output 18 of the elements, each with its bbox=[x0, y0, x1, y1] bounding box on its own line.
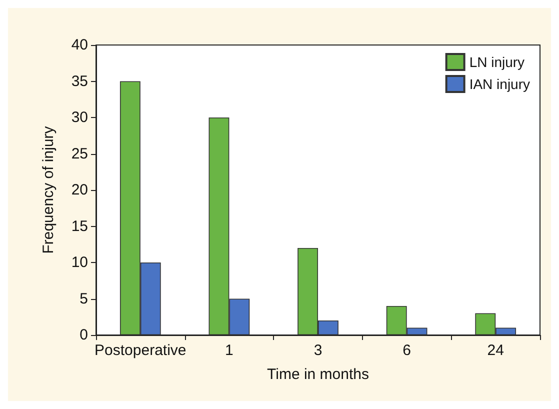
y-tick-label: 0 bbox=[80, 326, 88, 344]
y-tick-label: 15 bbox=[71, 218, 88, 235]
y-tick-label: 20 bbox=[71, 182, 88, 198]
y-axis-title: Frequency of injury bbox=[40, 126, 57, 254]
x-tick-label: 3 bbox=[314, 342, 322, 359]
x-tick-label: 6 bbox=[402, 342, 411, 359]
x-tick-label: Postoperative bbox=[94, 342, 186, 359]
y-tick-label: 30 bbox=[71, 109, 88, 126]
y-tick-label: 25 bbox=[71, 145, 88, 162]
x-axis-title: Time in months bbox=[267, 366, 369, 383]
x-tick-label: 24 bbox=[487, 342, 504, 359]
y-tick-label: 35 bbox=[71, 72, 88, 90]
y-tick-label: 40 bbox=[71, 36, 88, 54]
legend-label: LN injury bbox=[469, 54, 525, 70]
x-tick-label: 1 bbox=[225, 342, 234, 359]
legend-label: IAN injury bbox=[469, 76, 530, 92]
y-tick-label: 10 bbox=[71, 254, 88, 271]
y-tick-label: 5 bbox=[80, 290, 88, 308]
